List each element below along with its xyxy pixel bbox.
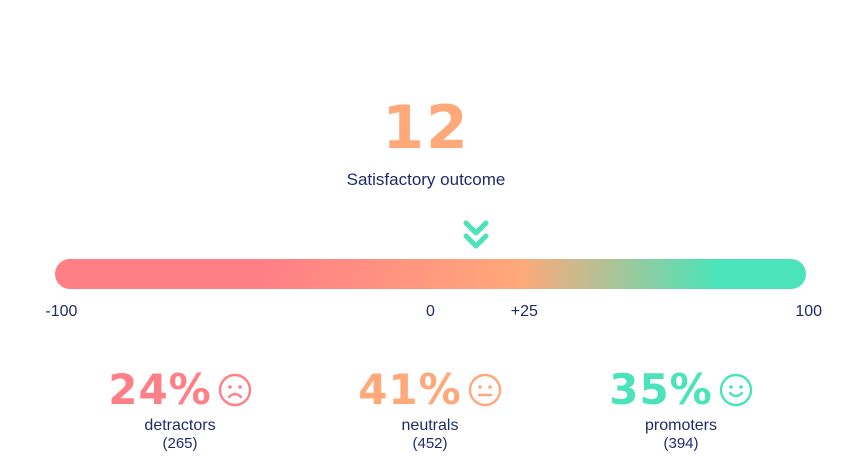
neutral-face-icon [468, 373, 501, 407]
detractors-label: detractors [144, 417, 216, 434]
neutrals-summary: 41% neutrals (452) [310, 364, 550, 453]
promoters-count: (394) [663, 435, 699, 452]
detractors-count: (265) [162, 435, 198, 452]
frown-face-icon [218, 373, 251, 407]
outcome-label: Satisfactory outcome [346, 170, 506, 189]
smile-face-icon [719, 373, 752, 407]
scale-tick-plus25: +25 [510, 303, 538, 320]
nps-gradient-scale [55, 259, 806, 289]
neutrals-count: (452) [412, 435, 448, 452]
promoters-percent: 35% [609, 365, 713, 414]
double-chevron-down-icon [463, 220, 489, 249]
detractors-percent: 24% [108, 365, 212, 414]
neutrals-percent: 41% [358, 365, 462, 414]
neutrals-label: neutrals [401, 417, 459, 434]
nps-score: 12 [382, 93, 470, 163]
promoters-label: promoters [644, 417, 718, 434]
promoters-summary: 35% promoters (394) [561, 364, 801, 453]
detractors-summary: 24% detractors (265) [60, 364, 300, 453]
scale-tick-zero: 0 [426, 303, 435, 320]
scale-tick-max: 100 [795, 303, 823, 320]
scale-tick-min: -100 [45, 303, 78, 320]
